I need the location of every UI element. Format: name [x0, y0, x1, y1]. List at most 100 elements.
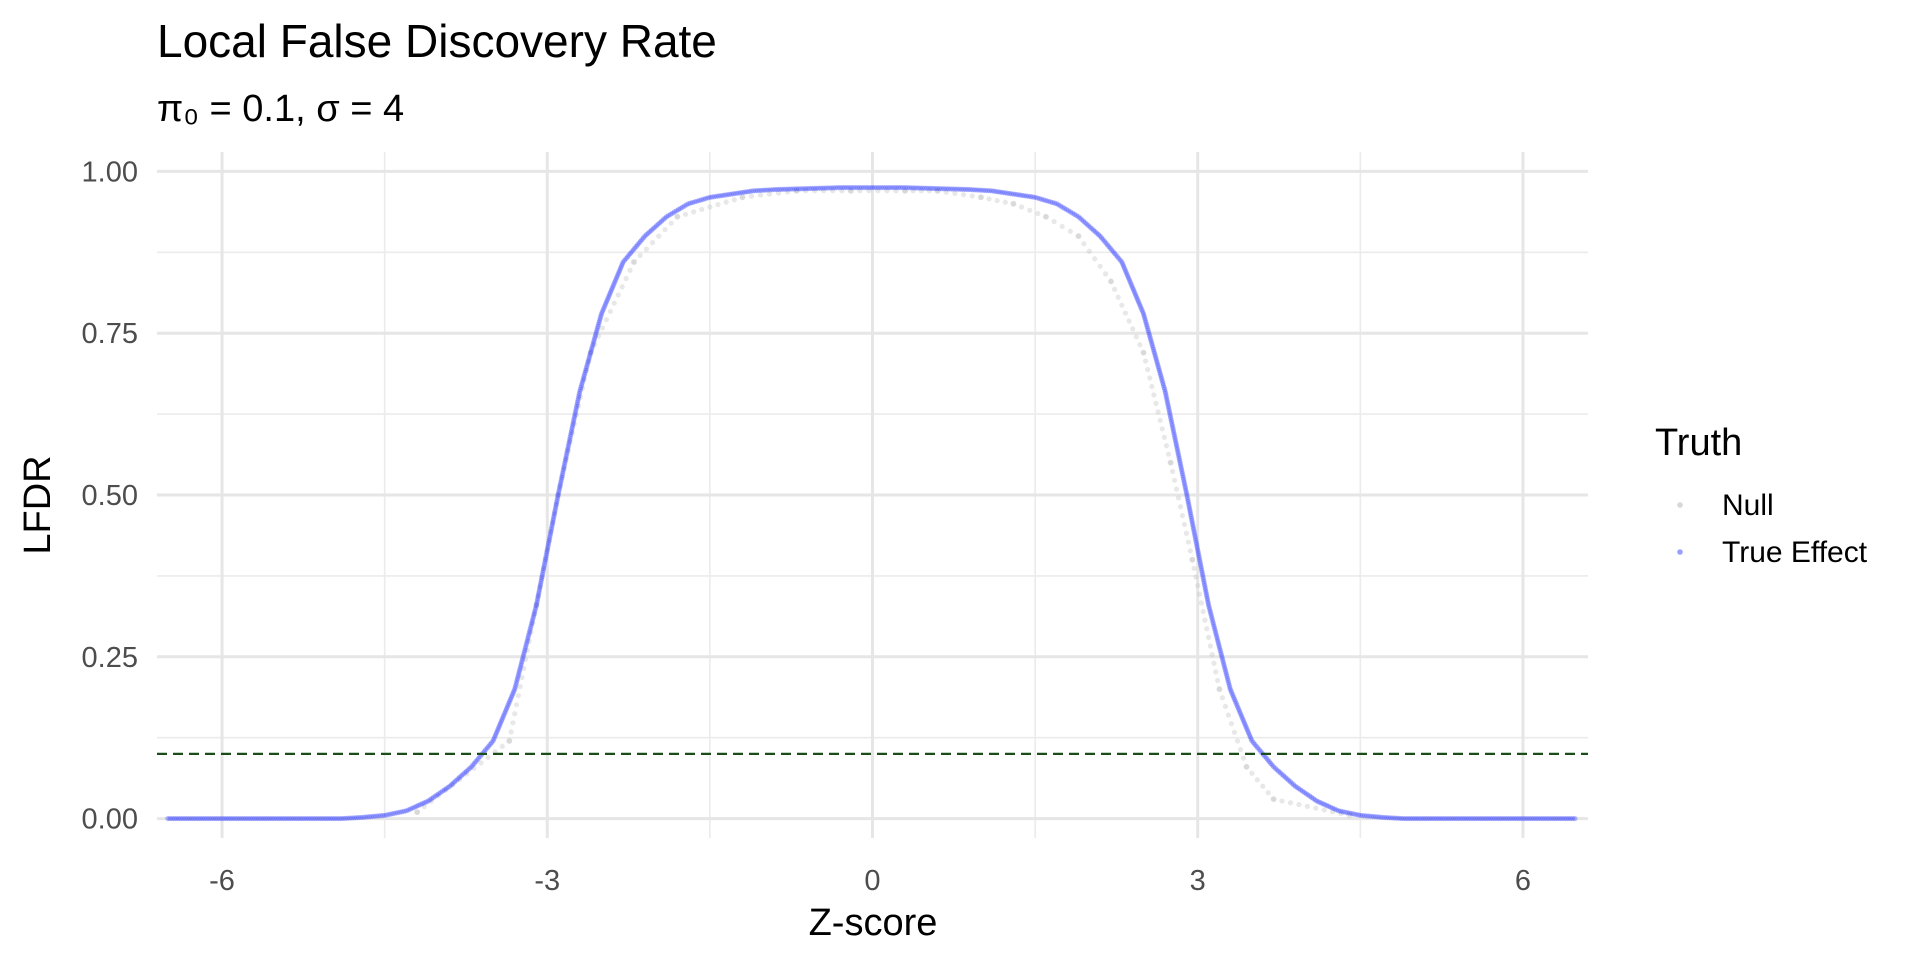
true-effect-point	[1276, 768, 1282, 774]
null-point	[1187, 548, 1193, 554]
true-effect-point	[615, 271, 621, 277]
true-effect-point	[828, 185, 834, 191]
true-effect-point	[1301, 789, 1307, 796]
true-effect-point	[366, 814, 373, 820]
null-point	[803, 188, 809, 194]
true-effect-point	[1176, 455, 1182, 461]
null-point	[450, 782, 456, 788]
true-effect-point	[1271, 764, 1277, 770]
true-effect-point	[833, 185, 839, 191]
true-effect-point	[1052, 200, 1058, 206]
null-point	[857, 188, 863, 194]
y-tick-label: 0.00	[82, 804, 138, 836]
true-effect-point	[568, 429, 574, 436]
true-effect-point	[613, 277, 619, 283]
null-point	[586, 358, 592, 365]
true-effect-point	[915, 185, 921, 191]
true-effect-point	[277, 815, 284, 822]
true-effect-point	[399, 809, 405, 815]
true-effect-point	[1154, 361, 1161, 367]
true-effect-point	[280, 815, 286, 822]
true-effect-point	[519, 658, 525, 664]
true-effect-point	[1175, 451, 1181, 457]
true-effect-point	[1362, 813, 1368, 819]
true-effect-point	[533, 604, 539, 610]
true-effect-point	[1233, 700, 1239, 706]
true-effect-point	[623, 255, 629, 262]
true-effect-point	[1440, 815, 1446, 822]
true-effect-point	[539, 572, 545, 578]
null-point	[544, 547, 550, 553]
true-effect-point	[1173, 440, 1179, 446]
major-grid	[157, 152, 1588, 838]
true-effect-point	[1210, 619, 1216, 625]
true-effect-point	[713, 193, 719, 199]
null-point	[1243, 764, 1250, 770]
null-point	[649, 240, 656, 246]
true-effect-point	[619, 261, 625, 267]
true-effect-point	[269, 815, 275, 822]
true-effect-point	[1054, 201, 1060, 207]
true-effect-point	[627, 250, 633, 256]
true-effect-point	[663, 214, 670, 220]
null-point	[583, 367, 590, 374]
true-effect-point	[1183, 490, 1190, 496]
true-effect-point	[1299, 788, 1306, 794]
true-effect-point	[1125, 273, 1131, 279]
true-effect-point	[1183, 488, 1189, 494]
true-effect-point	[1123, 269, 1129, 275]
true-effect-point	[1563, 815, 1569, 822]
true-effect-point	[804, 185, 811, 192]
true-effect-point	[1225, 680, 1232, 686]
true-effect-point	[1069, 210, 1076, 216]
true-effect-point	[932, 185, 938, 192]
true-effect-point	[193, 815, 199, 822]
true-effect-point	[1075, 214, 1082, 220]
true-effect-point	[1167, 412, 1173, 418]
true-effect-point	[1129, 283, 1135, 289]
true-effect-point	[989, 188, 995, 194]
true-effect-point	[1171, 429, 1177, 436]
x-tick-label: 0	[864, 865, 880, 897]
true-effect-point	[798, 186, 804, 192]
true-effect-point	[1169, 421, 1175, 427]
true-effect-point	[247, 815, 253, 822]
true-effect-point	[652, 224, 658, 230]
true-effect-point	[557, 483, 563, 489]
null-point	[674, 214, 680, 220]
true-effect-point	[251, 815, 258, 822]
true-effect-point	[1162, 386, 1168, 392]
true-effect-point	[1172, 436, 1178, 442]
true-effect-point	[1203, 591, 1210, 597]
true-effect-point	[535, 593, 541, 599]
true-effect-point	[1202, 587, 1209, 593]
true-effect-point	[613, 275, 620, 281]
true-effect-point	[1201, 578, 1207, 584]
true-effect-point	[1205, 598, 1211, 604]
true-effect-point	[513, 680, 520, 686]
true-effect-point	[565, 444, 571, 451]
true-effect-point	[861, 184, 867, 191]
true-effect-point	[1163, 395, 1170, 401]
true-effect-point	[558, 479, 564, 485]
true-effect-point	[595, 321, 602, 327]
null-point	[1219, 695, 1226, 701]
true-effect-point	[1146, 332, 1152, 338]
true-effect-point	[539, 574, 545, 580]
true-effect-point	[443, 786, 449, 792]
true-effect-point	[1485, 815, 1491, 822]
legend-label-null: Null	[1722, 489, 1774, 522]
true-effect-point	[476, 755, 482, 761]
null-point	[631, 259, 637, 266]
true-effect-point	[1235, 706, 1242, 712]
true-effect-point	[1149, 342, 1155, 348]
null-point	[794, 188, 800, 194]
true-effect-point	[1201, 580, 1207, 587]
true-effect-point	[1390, 815, 1396, 821]
true-effect-point	[573, 406, 579, 412]
true-effect-point	[586, 355, 592, 361]
true-effect-point	[633, 243, 639, 250]
null-point	[893, 188, 899, 194]
true-effect-point	[1124, 271, 1130, 277]
true-effect-point	[260, 815, 266, 822]
